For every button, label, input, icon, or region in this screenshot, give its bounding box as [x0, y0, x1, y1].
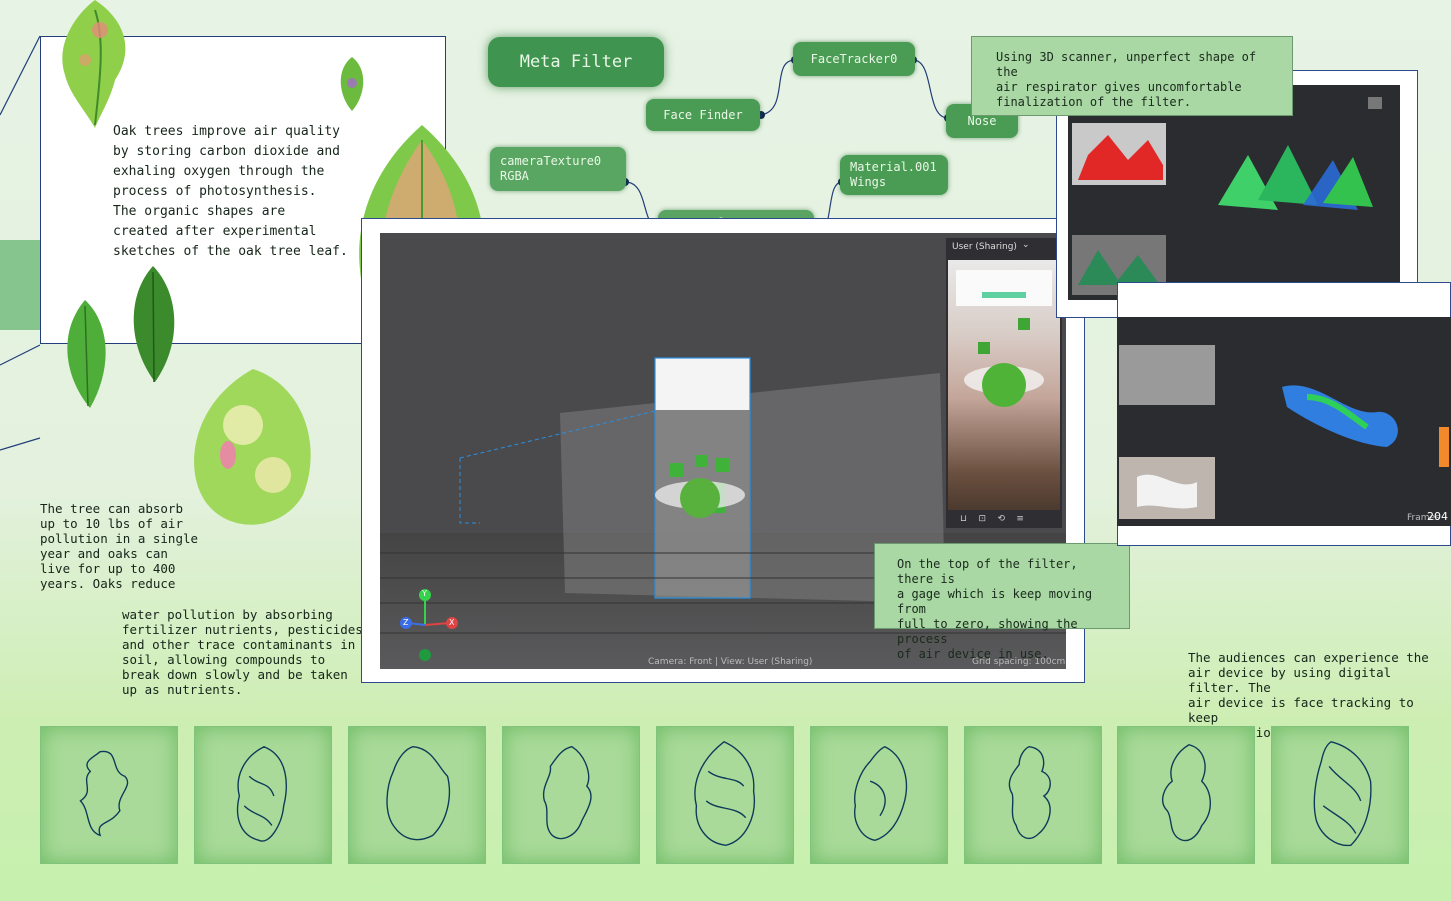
preview-panel[interactable]: User (Sharing) ⌄ ⊔ ⊡ ⟲ ≡: [946, 238, 1062, 528]
leaf-outline-8: [1161, 744, 1211, 842]
scanner-window-1[interactable]: Frames 88: [1068, 85, 1400, 300]
leaf-outline-5: [694, 740, 756, 846]
intro-text: Oak trees improve air quality by storing…: [113, 124, 348, 259]
meta-filter-title-text: Meta Filter: [519, 52, 633, 72]
node-camera-texture-label: cameraTexture0 RGBA: [500, 154, 602, 183]
leaf-outline-card: [964, 726, 1102, 864]
gage-callout: On the top of the filter, there is a gag…: [874, 543, 1130, 661]
node-material-label: Material.001 Wings: [850, 160, 937, 189]
meta-filter-title[interactable]: Meta Filter: [488, 37, 664, 87]
leaf-outline-card: [1117, 726, 1255, 864]
leaf-outline-card: [194, 726, 332, 864]
scanner-window-2[interactable]: Frames 204: [1117, 317, 1451, 526]
preview-filter-overlay: [956, 270, 1052, 407]
oak-leaf-top-illustration: [62, 0, 126, 128]
leaf-outline-card: [502, 726, 640, 864]
chevron-down-icon[interactable]: ⌄: [1022, 240, 1030, 250]
grid-status: Grid spacing: 100cm: [972, 657, 1066, 667]
leaf-outline-card: [656, 726, 794, 864]
node-face-finder-label: Face Finder: [663, 108, 743, 122]
leaf-outline-card: [810, 726, 948, 864]
water-text: water pollution by absorbing fertilizer …: [122, 607, 371, 697]
node-nose[interactable]: Nose: [946, 104, 1018, 138]
small-leaf-illustration: [340, 57, 364, 111]
axis-x-label: X: [449, 618, 455, 627]
preview-label: User (Sharing): [952, 242, 1017, 252]
leaf-outline-3: [386, 746, 451, 841]
leaf-outline-6: [854, 745, 908, 842]
preview-header[interactable]: User (Sharing) ⌄: [950, 240, 1058, 254]
scanner-1-scene: [1072, 97, 1382, 295]
node-face-tracker-label: FaceTracker0: [810, 52, 898, 66]
node-face-tracker[interactable]: FaceTracker0: [793, 42, 915, 76]
leaf-outline-1: [79, 750, 129, 837]
leaf-outline-card: [348, 726, 486, 864]
leaf-outline-card: [40, 726, 178, 864]
axis-y-label: Y: [422, 589, 427, 598]
node-nose-label: Nose: [967, 114, 997, 128]
round-leaf-illustration: [194, 369, 311, 525]
oak-leaf-left-illustration: [67, 300, 106, 408]
scanner-2-scene: [1119, 345, 1449, 519]
node-camera-texture[interactable]: cameraTexture0 RGBA: [490, 147, 626, 191]
preview-camera-image: [948, 260, 1060, 510]
preview-toolbar-icons[interactable]: ⊔ ⊡ ⟲ ≡: [960, 514, 1024, 524]
oak-leaf-dark-illustration: [133, 266, 175, 383]
leaf-outline-9: [1313, 741, 1372, 847]
leaf-outline-7: [1008, 746, 1051, 840]
scanner-2-frames-label: Frames: [1407, 513, 1440, 523]
node-material[interactable]: Material.001 Wings: [840, 155, 948, 195]
absorb-text: The tree can absorb up to 10 lbs of air …: [40, 501, 199, 591]
scanner-callout: Using 3D scanner, unperfect shape of the…: [971, 36, 1293, 116]
leaf-outline-4: [542, 745, 592, 840]
leaf-outline-card: [1271, 726, 1409, 864]
node-face-finder[interactable]: Face Finder: [646, 99, 760, 131]
axis-z-label: Z: [403, 618, 409, 627]
scanner-2-frames-value: 204: [1427, 510, 1448, 523]
camera-status: Camera: Front | View: User (Sharing): [648, 657, 813, 667]
leaf-outline-2: [236, 745, 287, 842]
